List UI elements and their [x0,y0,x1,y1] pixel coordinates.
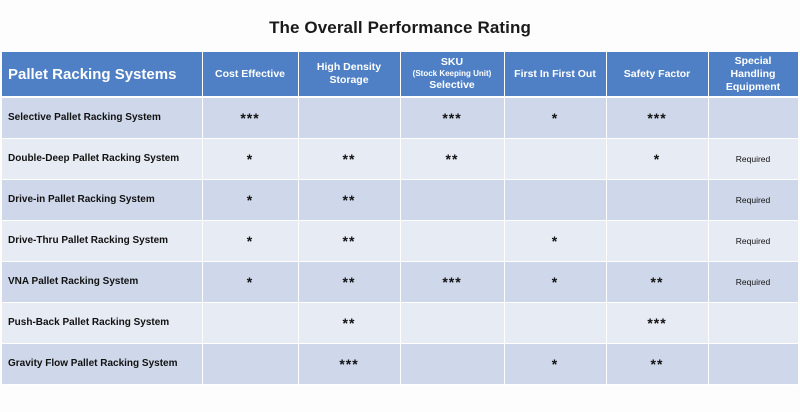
table-row: VNA Pallet Racking System * ** *** * ** Requir… [2,261,799,303]
cell-high-density-storage: *** [298,343,401,385]
cell-system-name: Drive-Thru Pallet Racking System [2,220,203,262]
cell-first-in-first-out: * [504,261,607,303]
cell-safety-factor: ** [606,343,709,385]
table-row: Drive-in Pallet Racking System * ** Require… [2,179,799,221]
cell-special-handling-equipment: Required [708,220,799,262]
cell-special-handling-equipment: Required [708,261,799,303]
cell-cost-effective: *** [202,97,299,139]
header-cost-effective: Cost Effective [202,52,299,98]
header-first-in-first-out: First In First Out [504,52,607,98]
cell-sku-selective [400,302,505,344]
cell-cost-effective: * [202,179,299,221]
header-special-handling-equipment: Special Handling Equipment [708,52,799,98]
cell-cost-effective [202,302,299,344]
table-row: Gravity Flow Pallet Racking System *** * ** [2,343,799,385]
table-body: Selective Pallet Racking System *** *** * **… [2,97,799,385]
cell-sku-selective: ** [400,138,505,180]
cell-first-in-first-out: * [504,343,607,385]
header-sku: SKU (Stock Keeping Unit) Selective [400,52,505,98]
cell-first-in-first-out [504,302,607,344]
table-row: Double-Deep Pallet Racking System * ** ** * R… [2,138,799,180]
cell-cost-effective [202,343,299,385]
cell-special-handling-equipment [708,343,799,385]
header-high-density-storage: High Density Storage [298,52,401,98]
header-system: Pallet Racking Systems [2,52,203,98]
cell-safety-factor: * [606,138,709,180]
cell-safety-factor [606,179,709,221]
cell-sku-selective: *** [400,97,505,139]
cell-special-handling-equipment: Required [708,179,799,221]
cell-cost-effective: * [202,138,299,180]
cell-high-density-storage [298,97,401,139]
table-row: Drive-Thru Pallet Racking System * ** * Requ… [2,220,799,262]
cell-safety-factor: *** [606,97,709,139]
cell-system-name: Gravity Flow Pallet Racking System [2,343,203,385]
table-header-row: Pallet Racking Systems Cost Effective Hi… [2,52,799,98]
table-row: Push-Back Pallet Racking System ** *** [2,302,799,344]
cell-sku-selective: *** [400,261,505,303]
cell-safety-factor [606,220,709,262]
cell-first-in-first-out: * [504,220,607,262]
cell-high-density-storage: ** [298,179,401,221]
cell-high-density-storage: ** [298,138,401,180]
cell-system-name: Push-Back Pallet Racking System [2,302,203,344]
cell-cost-effective: * [202,261,299,303]
cell-system-name: Double-Deep Pallet Racking System [2,138,203,180]
cell-first-in-first-out: * [504,97,607,139]
cell-special-handling-equipment [708,302,799,344]
cell-high-density-storage: ** [298,261,401,303]
cell-high-density-storage: ** [298,220,401,262]
page-title: The Overall Performance Rating [269,18,531,37]
cell-system-name: Selective Pallet Racking System [2,97,203,139]
cell-high-density-storage: ** [298,302,401,344]
cell-system-name: VNA Pallet Racking System [2,261,203,303]
cell-cost-effective: * [202,220,299,262]
header-sku-subtitle: (Stock Keeping Unit) [412,69,492,78]
cell-safety-factor: *** [606,302,709,344]
cell-first-in-first-out [504,179,607,221]
cell-special-handling-equipment: Required [708,138,799,180]
header-safety-factor: Safety Factor [606,52,709,98]
cell-system-name: Drive-in Pallet Racking System [2,179,203,221]
cell-sku-selective [400,179,505,221]
header-sku-title: SKU [440,56,464,68]
performance-rating-table: Pallet Racking Systems Cost Effective Hi… [2,52,799,385]
cell-sku-selective [400,220,505,262]
header-sku-selective: Selective [429,79,475,91]
cell-sku-selective [400,343,505,385]
cell-special-handling-equipment [708,97,799,139]
table-row: Selective Pallet Racking System *** *** * **… [2,97,799,139]
cell-safety-factor: ** [606,261,709,303]
cell-first-in-first-out [504,138,607,180]
